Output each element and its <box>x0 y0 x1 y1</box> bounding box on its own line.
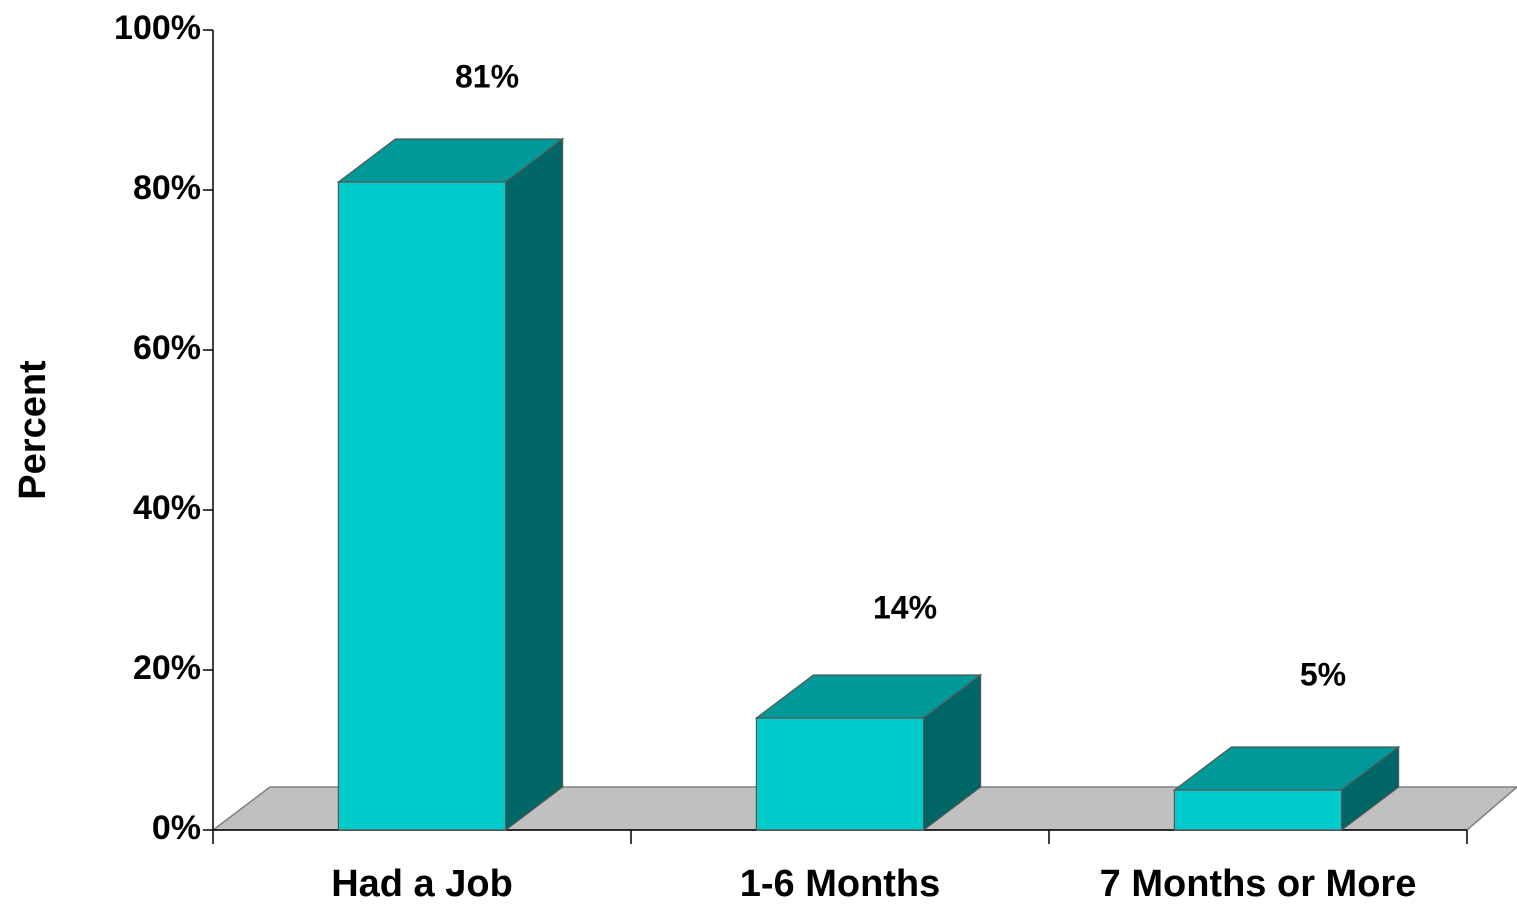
y-tick-label: 40% <box>133 489 201 527</box>
x-tick-label: 7 Months or More <box>1100 863 1417 905</box>
y-axis-title: Percent <box>12 360 54 500</box>
bar-front <box>337 181 507 831</box>
y-tick-label: 0% <box>152 809 201 847</box>
bar-side <box>505 137 564 832</box>
value-label: 14% <box>873 589 937 625</box>
x-tick-label: 1-6 Months <box>740 863 941 905</box>
bar-front <box>1173 789 1343 831</box>
bar <box>754 673 983 832</box>
value-label: 81% <box>455 58 519 94</box>
y-tick-label: 80% <box>133 169 201 207</box>
bar-front <box>755 717 925 831</box>
y-tick-label: 100% <box>114 9 201 47</box>
x-tick-label: Had a Job <box>331 863 513 905</box>
bar <box>336 137 565 832</box>
value-label: 5% <box>1300 656 1346 692</box>
bar <box>1172 745 1401 832</box>
y-tick-label: 20% <box>133 649 201 687</box>
y-tick-label: 60% <box>133 329 201 367</box>
